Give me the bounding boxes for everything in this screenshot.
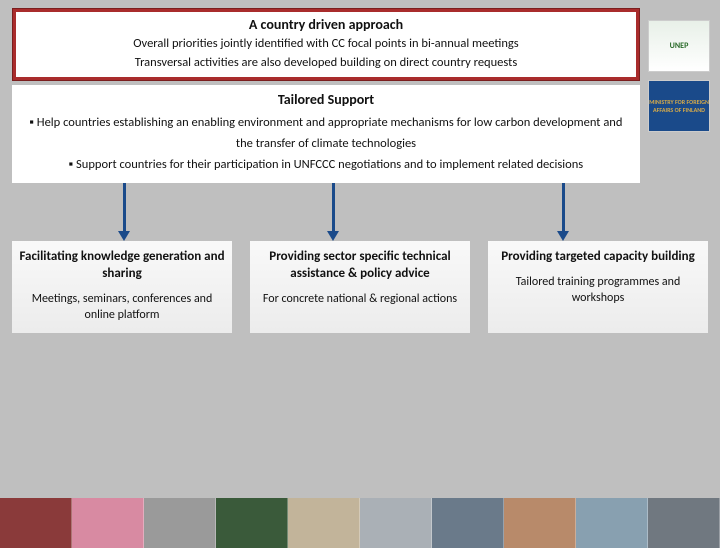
footer-tile-6 (360, 498, 432, 548)
tailored-support-box: Tailored Support ▪ Help countries establ… (12, 85, 640, 184)
three-columns: Facilitating knowledge generation and sh… (12, 241, 708, 333)
unep-logo: UNEP (648, 20, 710, 72)
column-3: Providing targeted capacity building Tail… (488, 241, 708, 333)
column-title: Providing targeted capacity building (494, 249, 702, 266)
arrow-1 (123, 183, 126, 233)
footer-tile-8 (504, 498, 576, 548)
column-subtitle: Meetings, seminars, conferences and onli… (18, 291, 226, 323)
header-banner: A country driven approach Overall priori… (12, 8, 640, 81)
arrow-2 (332, 183, 335, 233)
footer-image-strip (0, 498, 720, 548)
footer-tile-3 (144, 498, 216, 548)
footer-tile-5 (288, 498, 360, 548)
column-title: Facilitating knowledge generation and sh… (18, 249, 226, 283)
column-title: Providing sector specific technical assi… (256, 249, 464, 283)
column-subtitle: Tailored training programmes and worksho… (494, 274, 702, 306)
tailored-bullet-2: ▪ Support countries for their participat… (22, 154, 630, 175)
header-line-2: Transversal activities are also develope… (24, 54, 628, 73)
tailored-title: Tailored Support (22, 91, 630, 108)
footer-tile-4 (216, 498, 288, 548)
finland-mfa-logo: MINISTRY FOR FOREIGN AFFAIRS OF FINLAND (648, 80, 710, 132)
header-line-1: Overall priorities jointly identified wi… (24, 35, 628, 54)
footer-tile-2 (72, 498, 144, 548)
footer-tile-9 (576, 498, 648, 548)
column-2: Providing sector specific technical assi… (250, 241, 470, 333)
arrows-row (12, 183, 708, 239)
column-1: Facilitating knowledge generation and sh… (12, 241, 232, 333)
header-inner: A country driven approach Overall priori… (16, 12, 636, 77)
footer-tile-1 (0, 498, 72, 548)
footer-tile-10 (648, 498, 720, 548)
logo-column: UNEP MINISTRY FOR FOREIGN AFFAIRS OF FIN… (648, 20, 710, 132)
column-subtitle: For concrete national & regional actions (256, 291, 464, 307)
tailored-bullet-1: ▪ Help countries establishing an enablin… (22, 112, 630, 155)
arrow-3 (562, 183, 565, 233)
footer-tile-7 (432, 498, 504, 548)
header-title: A country driven approach (24, 16, 628, 33)
